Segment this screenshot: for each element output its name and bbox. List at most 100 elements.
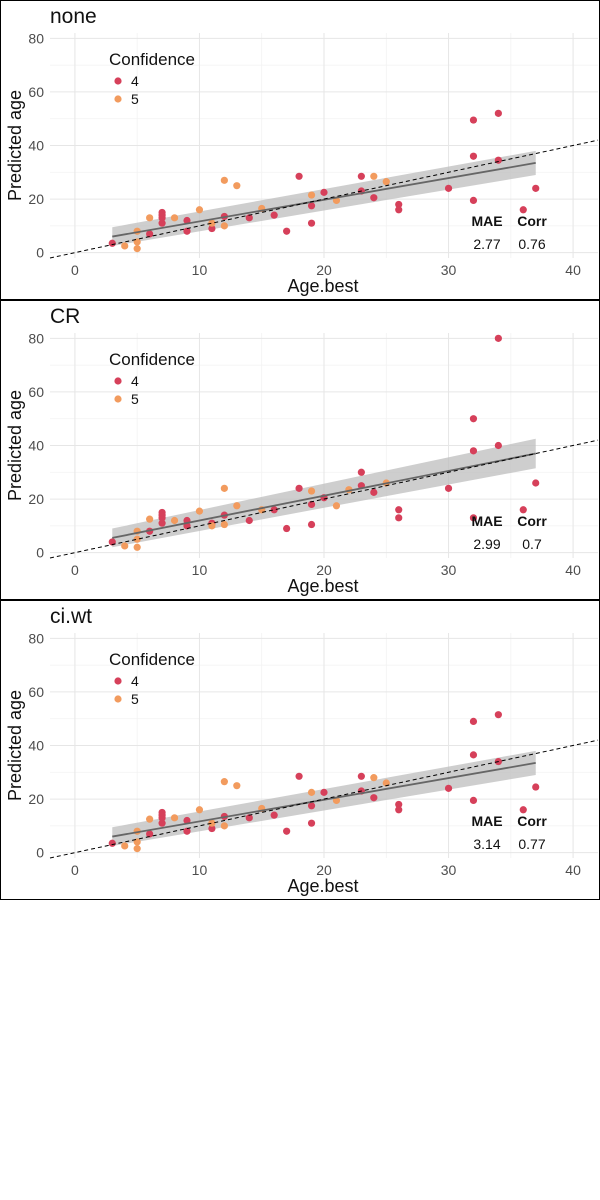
data-point-conf-4 — [469, 116, 478, 124]
data-point-conf-4 — [395, 806, 403, 814]
data-point-conf-5 — [233, 502, 241, 510]
x-tick-label: 30 — [441, 862, 457, 878]
legend-title: Confidence — [109, 350, 195, 369]
legend: Confidence 4 5 — [109, 50, 195, 107]
data-point-conf-5 — [121, 542, 129, 550]
data-point-conf-4 — [395, 514, 403, 522]
data-point-conf-5 — [170, 214, 179, 222]
y-tick-label: 20 — [28, 791, 44, 807]
corr-header: Corr — [517, 513, 547, 529]
data-point-conf-4 — [519, 206, 527, 214]
data-point-conf-4 — [158, 508, 166, 517]
y-tick-label: 80 — [28, 30, 44, 46]
data-points — [108, 711, 540, 853]
data-point-conf-4 — [469, 514, 478, 522]
data-point-conf-4 — [320, 788, 328, 796]
legend-title: Confidence — [109, 650, 195, 669]
data-point-conf-4 — [158, 819, 166, 827]
legend-label: 5 — [131, 91, 139, 107]
data-point-conf-5 — [121, 842, 129, 850]
data-point-conf-5 — [170, 516, 179, 525]
data-point-conf-4 — [295, 172, 303, 180]
x-tick-label: 0 — [71, 862, 79, 878]
data-point-conf-4 — [307, 219, 316, 227]
data-point-conf-5 — [370, 172, 378, 180]
data-point-conf-4 — [307, 802, 316, 810]
x-tick-label: 0 — [71, 262, 79, 278]
data-point-conf-4 — [270, 211, 278, 219]
data-point-conf-5 — [133, 845, 141, 853]
mae-value: 2.77 — [473, 236, 500, 252]
data-point-conf-4 — [283, 524, 291, 533]
data-point-conf-4 — [395, 206, 403, 214]
data-point-conf-4 — [469, 796, 478, 805]
data-point-conf-5 — [146, 515, 154, 523]
data-point-conf-4 — [108, 239, 116, 247]
mae-header: MAE — [471, 213, 502, 229]
scatter-plot: ci.wt 0 10 20 30 40 0 20 40 60 80 Age.best Predicte… — [5, 605, 599, 896]
data-point-conf-4 — [357, 468, 365, 476]
data-point-conf-4 — [370, 794, 378, 802]
data-point-conf-4 — [245, 214, 253, 222]
mae-value: 3.14 — [473, 836, 500, 852]
data-point-conf-4 — [444, 484, 453, 492]
data-point-conf-4 — [208, 224, 216, 233]
y-tick-label: 0 — [36, 845, 44, 861]
data-point-conf-4 — [357, 772, 365, 780]
mae-header: MAE — [471, 813, 502, 829]
corr-value: 0.7 — [522, 536, 542, 552]
data-point-conf-5 — [307, 487, 316, 495]
data-point-conf-5 — [121, 242, 129, 250]
data-point-conf-5 — [133, 543, 141, 551]
corr-header: Corr — [517, 813, 547, 829]
legend-key — [114, 395, 122, 403]
data-point-conf-4 — [370, 194, 378, 202]
data-point-conf-5 — [307, 788, 316, 796]
x-tick-label: 10 — [192, 562, 208, 578]
corr-value: 0.76 — [518, 236, 545, 252]
scatter-plot: CR 0 10 20 30 40 0 20 40 60 80 Age.best Predicted a… — [5, 305, 599, 596]
data-point-conf-4 — [158, 808, 166, 817]
data-point-conf-5 — [146, 214, 154, 222]
data-point-conf-5 — [208, 219, 216, 227]
data-point-conf-4 — [469, 717, 478, 725]
data-point-conf-4 — [532, 184, 540, 192]
chart-panel-cr: CR 0 10 20 30 40 0 20 40 60 80 Age.best Predicted a… — [0, 300, 600, 600]
panel-title: none — [50, 5, 97, 28]
data-point-conf-4 — [494, 156, 502, 164]
data-point-conf-4 — [532, 783, 540, 791]
data-point-conf-5 — [233, 182, 241, 190]
x-axis-label: Age.best — [287, 276, 358, 296]
corr-header: Corr — [517, 213, 547, 229]
y-tick-label: 80 — [28, 630, 44, 646]
x-tick-label: 0 — [71, 562, 79, 578]
data-point-conf-4 — [183, 227, 191, 235]
legend: Confidence 4 5 — [109, 650, 195, 707]
data-points — [108, 109, 540, 253]
data-point-conf-5 — [307, 191, 316, 199]
regression-line — [112, 762, 536, 838]
data-point-conf-4 — [532, 479, 540, 487]
data-point-conf-4 — [519, 506, 527, 514]
data-point-conf-5 — [170, 814, 179, 822]
x-tick-label: 40 — [565, 862, 581, 878]
data-point-conf-5 — [133, 535, 141, 543]
data-point-conf-4 — [307, 500, 316, 509]
data-point-conf-4 — [183, 216, 191, 225]
data-point-conf-4 — [494, 441, 502, 450]
data-point-conf-4 — [469, 152, 478, 160]
x-tick-label: 40 — [565, 262, 581, 278]
data-point-conf-5 — [195, 806, 204, 814]
y-tick-label: 40 — [28, 138, 44, 154]
legend-label: 4 — [131, 73, 139, 89]
data-point-conf-4 — [245, 814, 253, 822]
data-point-conf-4 — [270, 506, 278, 514]
y-tick-label: 60 — [28, 684, 44, 700]
data-point-conf-5 — [220, 176, 228, 184]
data-point-conf-4 — [494, 334, 502, 342]
y-tick-label: 40 — [28, 738, 44, 754]
legend-label: 4 — [131, 373, 139, 389]
data-point-conf-4 — [108, 839, 116, 847]
grid — [50, 633, 598, 858]
data-point-conf-5 — [220, 520, 228, 529]
